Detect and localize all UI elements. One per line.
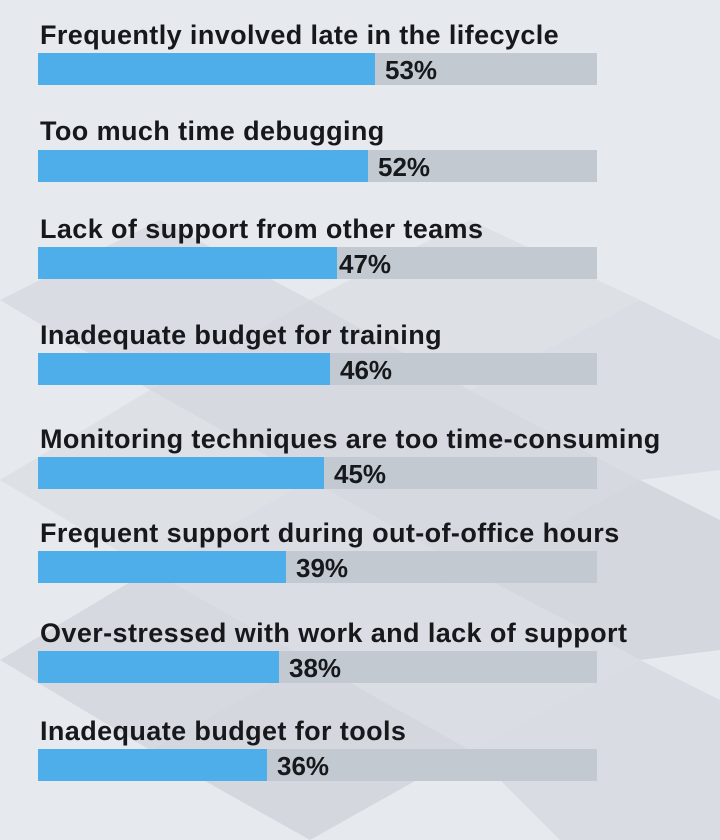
bar-value-label: 52% [378,152,431,182]
bar-track: 47% [38,247,597,279]
bar-track: 53% [38,53,597,85]
bar [38,551,286,583]
bar-track: 38% [38,651,597,683]
bar-track: 39% [38,551,597,583]
bar-value-label: 53% [385,55,438,85]
bar-label: Too much time debugging [40,116,385,146]
bar-value-label: 38% [289,653,342,683]
bar [38,353,330,385]
bar-label: Monitoring techniques are too time-consu… [40,424,661,454]
bar-value-label: 45% [334,459,387,489]
bar-value-label: 39% [296,553,349,583]
bar-value-label: 36% [277,751,330,781]
bar [38,749,267,781]
bar-value-label: 47% [339,249,392,279]
bar [38,457,324,489]
bar-label: Frequent support during out-of-office ho… [40,518,620,548]
bar-track: 46% [38,353,597,385]
bar-label: Lack of support from other teams [40,214,484,244]
bar-track: 45% [38,457,597,489]
bar-label: Inadequate budget for tools [40,716,407,746]
bar-track: 52% [38,150,597,182]
bar-track: 36% [38,749,597,781]
bar-value-label: 46% [340,355,393,385]
bar [38,150,368,182]
bar-label: Over-stressed with work and lack of supp… [40,618,628,648]
bar [38,651,279,683]
bar [38,53,375,85]
bar-label: Frequently involved late in the lifecycl… [40,20,560,50]
bar [38,247,337,279]
bar-label: Inadequate budget for training [40,320,442,350]
